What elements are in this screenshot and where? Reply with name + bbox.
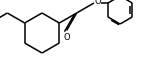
Text: O: O	[63, 33, 70, 42]
Text: O: O	[95, 0, 101, 6]
